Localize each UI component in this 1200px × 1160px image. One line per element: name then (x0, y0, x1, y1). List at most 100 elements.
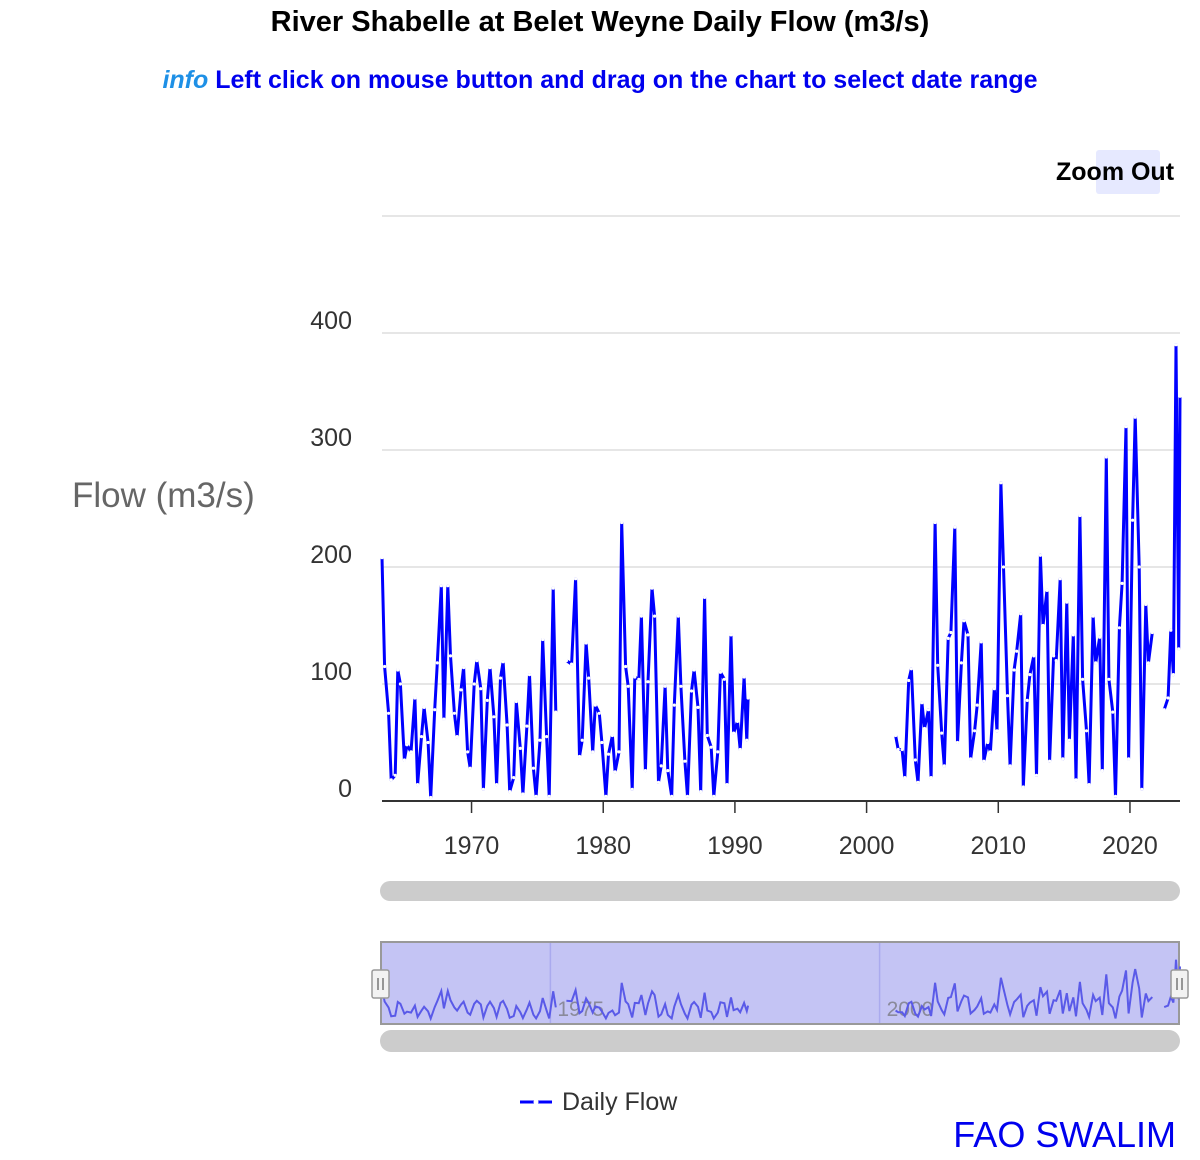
bottom-scrollbar[interactable] (380, 1030, 1180, 1052)
data-point-2-23 (969, 757, 973, 761)
y-tick-100: 100 (310, 658, 352, 686)
data-point-2-17 (949, 630, 953, 635)
data-point-2-44 (1038, 553, 1042, 557)
data-point-0-43 (521, 792, 525, 796)
navigator-right-handle[interactable] (1170, 969, 1189, 999)
series-points (380, 343, 1182, 800)
data-point-2-39 (1021, 785, 1025, 789)
zoom-out-button[interactable] (1096, 150, 1160, 194)
zoom-out-label[interactable]: Zoom Out (1056, 158, 1175, 186)
data-point-1-33 (676, 614, 680, 618)
data-point-1-1 (570, 662, 574, 666)
flow-chart[interactable]: 0 100 200 300 400 1970 1980 1990 2000 2010 2020 1… (0, 0, 1200, 1080)
series-segment-2 (894, 415, 1154, 798)
data-point-1-9 (597, 711, 601, 715)
data-point-1-48 (725, 783, 729, 787)
data-point-1-6 (587, 676, 591, 680)
data-point-1-50 (732, 731, 736, 735)
data-point-2-8 (920, 701, 924, 705)
data-point-2-14 (940, 731, 944, 735)
data-point-1-29 (663, 684, 667, 688)
data-point-0-14 (426, 740, 430, 745)
data-point-3-5 (1177, 647, 1181, 651)
data-point-1-42 (705, 733, 709, 738)
data-point-2-20 (959, 661, 964, 665)
data-point-0-48 (538, 738, 542, 742)
data-point-1-46 (718, 670, 723, 674)
legend-item-daily-flow[interactable]: Daily Flow (520, 1084, 677, 1120)
data-point-1-37 (689, 689, 694, 693)
data-point-1-43 (709, 745, 713, 749)
data-point-2-62 (1098, 635, 1102, 639)
data-point-1-36 (685, 794, 690, 798)
data-point-1-30 (666, 769, 670, 773)
data-point-0-15 (429, 795, 433, 800)
data-point-2-37 (1015, 649, 1019, 653)
data-point-2-36 (1012, 668, 1016, 672)
data-point-1-22 (639, 614, 644, 618)
data-point-0-29 (475, 659, 479, 663)
data-point-0-36 (498, 676, 503, 680)
data-point-1-7 (591, 750, 595, 754)
info-text: Left click on mouse button and drag on t… (215, 66, 1038, 94)
data-point-0-12 (419, 735, 424, 739)
data-point-1-18 (626, 684, 630, 688)
data-point-0-25 (462, 666, 466, 670)
data-point-1-3 (577, 754, 582, 759)
navigator-tick-labels: 1975 2000 (557, 998, 933, 1021)
navigator-tick-1975: 1975 (557, 998, 604, 1021)
navigator-selection[interactable] (382, 943, 1178, 1023)
top-scrollbar[interactable] (380, 881, 1180, 901)
data-point-2-25 (975, 703, 979, 707)
data-point-1-32 (672, 703, 676, 707)
data-point-0-11 (416, 783, 420, 787)
data-point-2-31 (995, 729, 999, 733)
data-point-0-27 (468, 766, 472, 770)
data-point-0-47 (534, 794, 538, 798)
data-point-0-35 (495, 783, 499, 787)
data-point-2-48 (1052, 654, 1056, 658)
data-point-2-57 (1081, 677, 1085, 681)
data-point-0-8 (405, 743, 409, 747)
data-point-2-49 (1054, 659, 1058, 663)
data-point-0-33 (488, 666, 492, 670)
data-point-3-6 (1178, 394, 1182, 398)
data-point-2-74 (1137, 565, 1141, 569)
data-point-1-8 (593, 703, 597, 707)
data-point-0-30 (479, 687, 483, 691)
data-point-1-10 (600, 740, 604, 745)
data-point-2-9 (922, 726, 927, 731)
data-point-1-0 (564, 659, 569, 663)
chart-title: River Shabelle at Belet Weyne Daily Flow… (270, 6, 930, 38)
data-point-1-27 (656, 780, 661, 784)
data-point-2-50 (1058, 577, 1062, 581)
data-point-1-14 (613, 770, 617, 774)
data-point-1-35 (683, 759, 687, 763)
data-point-2-34 (1005, 694, 1010, 698)
data-point-1-2 (574, 577, 578, 581)
data-point-2-40 (1025, 698, 1029, 703)
data-point-1-20 (633, 675, 637, 679)
data-point-2-38 (1019, 612, 1023, 616)
data-point-2-33 (1001, 565, 1006, 569)
data-point-2-28 (986, 740, 990, 745)
data-point-1-45 (716, 750, 720, 754)
data-point-0-52 (551, 586, 555, 590)
data-point-2-10 (926, 708, 931, 712)
data-point-1-39 (696, 705, 700, 710)
data-point-3-3 (1171, 673, 1175, 677)
data-point-2-64 (1104, 455, 1108, 459)
data-point-1-44 (712, 794, 716, 798)
data-point-1-47 (722, 677, 727, 681)
data-point-2-1 (896, 747, 900, 752)
data-point-2-73 (1133, 415, 1137, 419)
data-point-2-0 (894, 733, 898, 738)
brand-label: FAO SWALIM (953, 1114, 1176, 1155)
data-point-2-77 (1146, 661, 1150, 665)
data-point-2-21 (962, 619, 966, 623)
data-point-2-5 (909, 667, 914, 671)
navigator-left-handle[interactable] (371, 969, 390, 999)
series-daily-flow (380, 343, 1182, 799)
data-point-0-17 (435, 661, 439, 665)
data-point-0-26 (466, 750, 470, 754)
